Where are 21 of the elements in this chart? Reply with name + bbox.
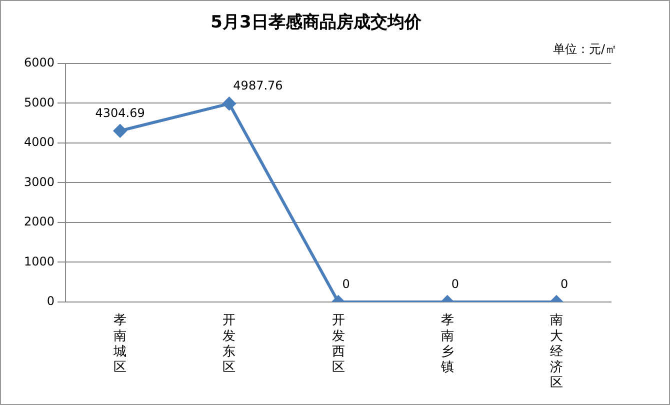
data-label: 0: [342, 277, 350, 291]
point: [222, 97, 236, 110]
point: [114, 124, 127, 138]
x-tick-label: 开发西区: [332, 313, 345, 375]
y-tick-label: 3000: [24, 174, 55, 189]
y-tick-label: 1000: [24, 254, 55, 268]
y-tick-label: 4000: [24, 135, 55, 150]
data-label: 0: [451, 277, 459, 291]
x-tick-label: 孝南乡镇: [440, 313, 454, 375]
chart-title: 5月3日孝感商品房成交均价: [210, 12, 422, 33]
y-tick-label: 5000: [24, 95, 55, 110]
data-label: 4987.76: [233, 78, 283, 93]
x-tick-label: 孝南城区: [112, 313, 127, 375]
y-tick-label: 2000: [24, 214, 55, 229]
data-label: 0: [560, 277, 568, 291]
text: 单位：元/㎡: [552, 42, 617, 56]
x-tick-label: 开发东区: [222, 313, 236, 375]
y-tick-label: 0: [46, 294, 55, 308]
data-label: 4304.69: [95, 106, 145, 120]
y-tick-label: 6000: [24, 56, 55, 70]
x-tick-label: 南大经济区: [550, 313, 563, 391]
